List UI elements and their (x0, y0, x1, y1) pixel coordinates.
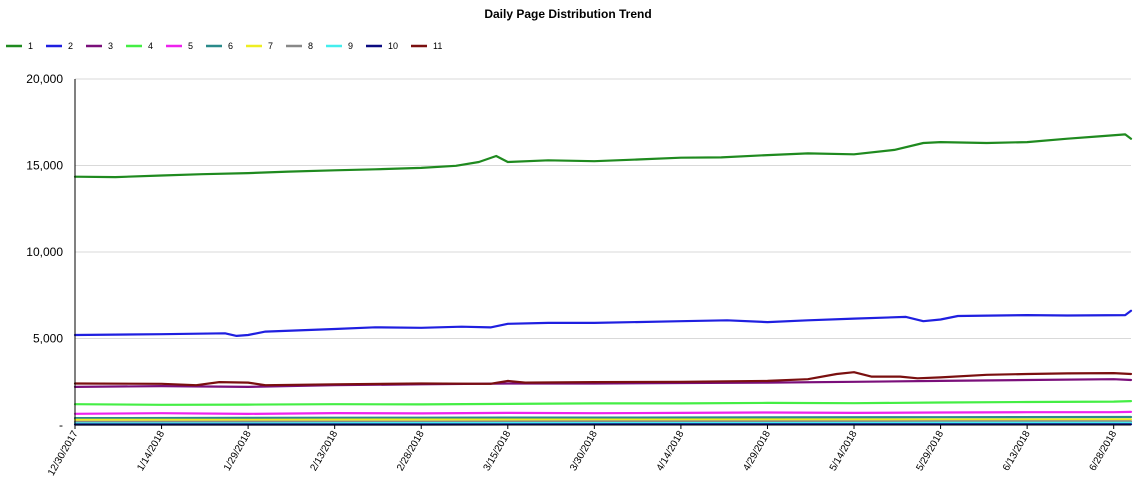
x-tick-label: 5/29/2018 (914, 429, 946, 473)
legend-label-3: 3 (108, 41, 113, 51)
series-line-7 (73, 418, 1133, 421)
y-tick-label: 15,000 (26, 159, 63, 173)
legend-label-8: 8 (308, 41, 313, 51)
x-tick-label: 2/28/2018 (395, 429, 427, 473)
y-tick-label: 10,000 (26, 245, 63, 259)
y-tick-label: 5,000 (33, 332, 63, 346)
chart-title: Daily Page Distribution Trend (484, 7, 651, 21)
legend-label-4: 4 (148, 41, 153, 51)
y-axis-ticks: - 5,000 10,000 15,000 20,000 (26, 72, 63, 432)
legend-label-6: 6 (228, 41, 233, 51)
series-line-3 (73, 378, 1133, 388)
legend-label-7: 7 (268, 41, 273, 51)
x-tick-label: 1/14/2018 (135, 429, 167, 473)
series-line-11 (73, 371, 1133, 387)
x-tick-label: 6/13/2018 (1001, 429, 1033, 473)
legend-label-10: 10 (388, 41, 398, 51)
legend-label-9: 9 (348, 41, 353, 51)
series-line-8 (73, 420, 1133, 423)
legend-label-1: 1 (28, 41, 33, 51)
x-tick-label: 2/13/2018 (308, 429, 340, 473)
x-tick-label: 5/14/2018 (828, 429, 860, 473)
series-line-2 (73, 309, 1133, 337)
series-line-6 (73, 415, 1133, 420)
series-line-1 (73, 133, 1133, 179)
x-tick-label: 3/30/2018 (568, 429, 600, 473)
series-line-5 (73, 410, 1133, 415)
legend-label-5: 5 (188, 41, 193, 51)
series-lines (73, 133, 1133, 426)
legend-label-11: 11 (433, 41, 442, 51)
x-tick-label: 6/28/2018 (1088, 429, 1120, 473)
y-tick-label: - (59, 418, 63, 432)
legend-label-2: 2 (68, 41, 73, 51)
x-tick-label: 12/30/2017 (46, 429, 81, 478)
legend: 1 2 3 4 5 6 7 8 9 10 11 (6, 41, 442, 51)
x-tick-label: 4/29/2018 (741, 429, 773, 473)
x-tick-label: 1/29/2018 (222, 429, 254, 473)
y-tick-label: 20,000 (26, 72, 63, 86)
series-line-4 (73, 400, 1133, 406)
x-tick-label: 4/14/2018 (655, 429, 687, 473)
x-axis-ticks: 12/30/2017 1/14/2018 1/29/2018 2/13/2018 2/2… (46, 425, 1119, 478)
gridlines (75, 78, 1131, 339)
x-tick-label: 3/15/2018 (482, 429, 514, 473)
